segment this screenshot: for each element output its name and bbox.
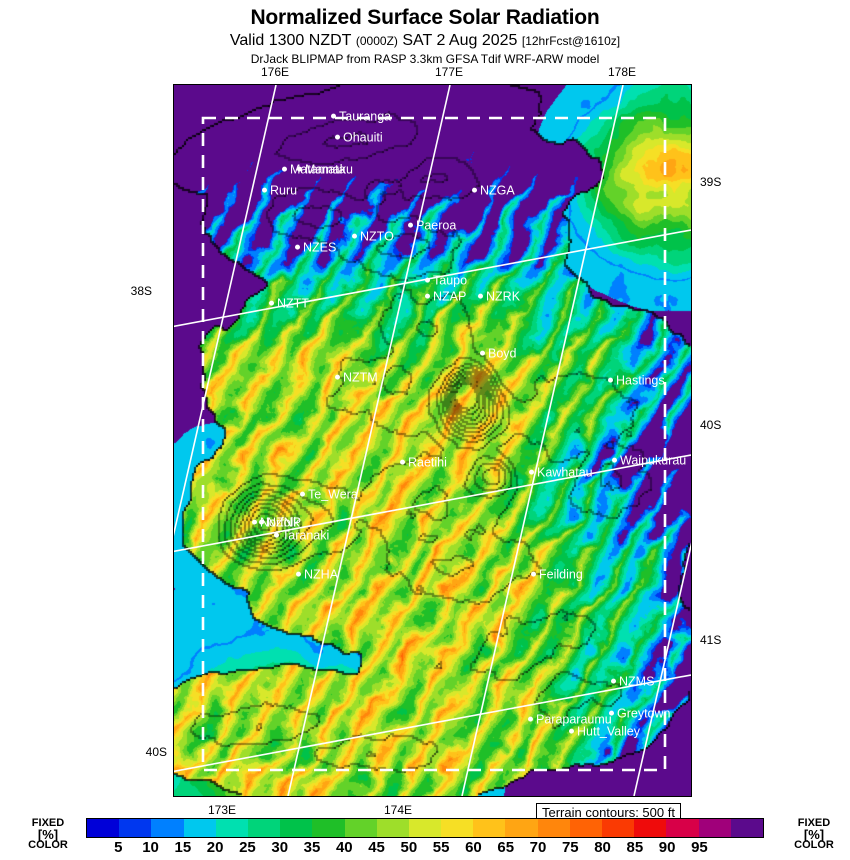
axis-tick-label: 39S bbox=[700, 175, 722, 189]
colorbar-swatch bbox=[183, 819, 216, 837]
valid-date: SAT 2 Aug 2025 bbox=[402, 32, 518, 49]
valid-time: Valid 1300 NZDT bbox=[229, 32, 352, 49]
colorbar-swatch bbox=[473, 819, 506, 837]
axis-tick-label: 177E bbox=[434, 65, 464, 79]
colorbar-tick: 20 bbox=[206, 839, 224, 856]
colorbar-units-left: FIXED [%] COLOR bbox=[16, 818, 80, 851]
colorbar-swatch bbox=[698, 819, 731, 837]
colorbar-tick: 25 bbox=[239, 839, 256, 856]
colorbar-swatch bbox=[537, 819, 570, 837]
colorbar-tick: 55 bbox=[432, 839, 450, 856]
colorbar-gradient[interactable] bbox=[86, 818, 764, 838]
colorbar-units-right-line2: [%] bbox=[803, 827, 825, 842]
meridian-line bbox=[174, 85, 277, 537]
colorbar-swatch bbox=[119, 819, 152, 837]
colorbar-tick: 95 bbox=[691, 839, 708, 856]
colorbar-swatch bbox=[344, 819, 377, 837]
colorbar-units-left-line1: FIXED bbox=[31, 817, 65, 829]
colorbar-units-left-line3: COLOR bbox=[28, 839, 68, 851]
colorbar-tick: 30 bbox=[271, 839, 289, 856]
colorbar-swatch bbox=[408, 819, 442, 837]
colorbar-tick: 40 bbox=[335, 839, 353, 856]
colorbar-tick: 35 bbox=[303, 839, 321, 856]
model-domain-box bbox=[201, 116, 667, 772]
colorbar-tick: 15 bbox=[174, 839, 192, 856]
colorbar-units-left-line2: [%] bbox=[37, 827, 59, 842]
solar-radiation-map[interactable]: Tauranga Ohauiti Matamata Mamaku Ruru NZGA Pae… bbox=[173, 84, 692, 797]
parallel-line bbox=[174, 454, 691, 553]
colorbar-swatch bbox=[376, 819, 409, 837]
colorbar-tick: 75 bbox=[561, 839, 579, 856]
axis-tick-label: 38S bbox=[130, 284, 152, 298]
colorbar-swatch bbox=[634, 819, 667, 837]
colorbar-swatch bbox=[151, 819, 184, 837]
colorbar-swatch bbox=[602, 819, 635, 837]
colorbar-tick: 85 bbox=[626, 839, 644, 856]
colorbar-swatch bbox=[666, 819, 699, 837]
colorbar-tick-labels: 5 10 15 20 25 30 35 40 45 50 55 60 65 70 75 80 85 90 95 bbox=[86, 839, 764, 859]
colorbar-swatch bbox=[87, 819, 120, 837]
colorbar-tick: 90 bbox=[658, 839, 676, 856]
model-source-line: DrJack BLIPMAP from RASP 3.3km GFSA Tdif… bbox=[250, 52, 600, 66]
axis-tick-label: 174E bbox=[383, 803, 413, 817]
map-overlay-graticule bbox=[174, 85, 691, 796]
valid-time-line: Valid 1300 NZDT (0000Z) SAT 2 Aug 2025 [… bbox=[0, 32, 850, 50]
colorbar-swatch bbox=[215, 819, 248, 837]
colorbar-tick: 65 bbox=[497, 839, 515, 856]
axis-tick-label: 41S bbox=[700, 633, 722, 647]
colorbar-swatch bbox=[441, 819, 474, 837]
meridian-line bbox=[461, 85, 624, 796]
colorbar-swatch bbox=[247, 819, 281, 837]
colorbar-tick: 70 bbox=[529, 839, 547, 856]
meridian-line bbox=[633, 542, 691, 796]
meridian-line bbox=[287, 85, 451, 796]
colorbar-tick: 80 bbox=[594, 839, 611, 856]
colorbar-tick: 45 bbox=[368, 839, 385, 856]
colorbar-swatch bbox=[505, 819, 538, 837]
colorbar-tick: 5 bbox=[114, 839, 123, 856]
axis-tick-label: 176E bbox=[260, 65, 290, 79]
header-block: Normalized Surface Solar Radiation Valid… bbox=[0, 0, 850, 66]
parallel-line bbox=[174, 674, 691, 773]
colorbar-units-right: FIXED [%] COLOR bbox=[782, 818, 846, 851]
colorbar-swatch bbox=[280, 819, 313, 837]
radiation-field-canvas bbox=[174, 85, 691, 796]
parallel-line bbox=[174, 229, 691, 328]
colorbar-swatch bbox=[569, 819, 602, 837]
colorbar-units-right-line1: FIXED bbox=[797, 817, 831, 829]
axis-tick-label: 173E bbox=[207, 803, 237, 817]
axis-tick-label: 40S bbox=[145, 745, 167, 759]
colorbar-tick: 60 bbox=[465, 839, 482, 856]
page-title: Normalized Surface Solar Radiation bbox=[250, 6, 600, 29]
axis-tick-label: 40S bbox=[700, 418, 722, 432]
valid-time-utc: (0000Z) bbox=[355, 34, 398, 48]
colorbar-row: FIXED [%] COLOR 5 10 15 20 25 30 35 40 45 50 55 60 6… bbox=[0, 818, 850, 860]
colorbar-tick: 50 bbox=[400, 839, 418, 856]
forecast-tag: [12hrFcst@1610z] bbox=[521, 34, 621, 48]
colorbar-units-right-line3: COLOR bbox=[794, 839, 834, 851]
colorbar-swatch bbox=[730, 819, 763, 837]
colorbar-tick: 10 bbox=[142, 839, 159, 856]
axis-tick-label: 178E bbox=[607, 65, 637, 79]
colorbar-swatch bbox=[312, 819, 345, 837]
